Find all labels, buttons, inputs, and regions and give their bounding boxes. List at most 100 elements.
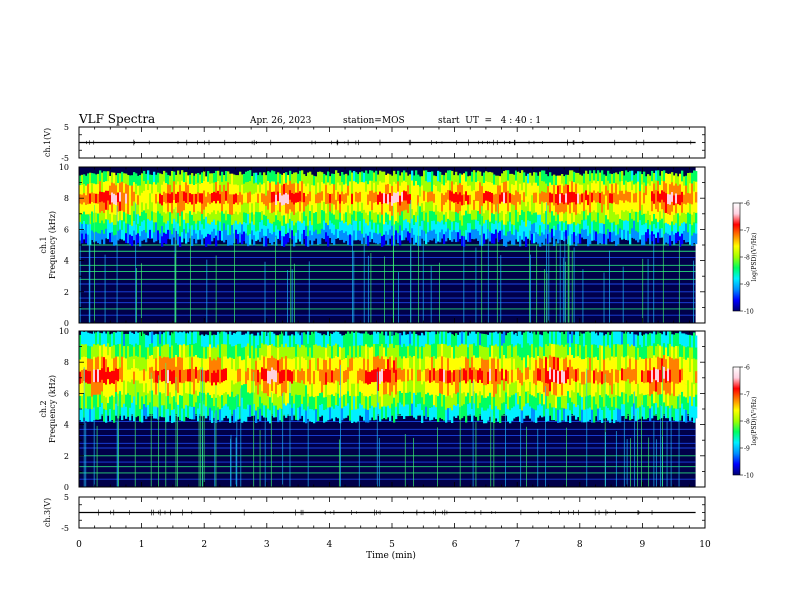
ch3-waveform-y-axis-label: ch.3(V) bbox=[43, 498, 52, 527]
ch2-spectrogram-cell bbox=[579, 395, 582, 409]
ch1-spectrogram-cell bbox=[427, 221, 430, 233]
ch2-spectrogram-cell bbox=[301, 344, 304, 357]
ch1-spectrogram-cell bbox=[187, 184, 190, 195]
ch2-spectrogram-cell bbox=[123, 403, 126, 416]
ch2-spectrogram-cell bbox=[355, 396, 358, 410]
ch2-spectrogram-cell bbox=[625, 393, 628, 407]
ch1-spectrogram-cell bbox=[585, 199, 588, 210]
ch1-spectrogram-cell bbox=[209, 213, 212, 225]
ch2-spectrogram-cell bbox=[673, 395, 676, 409]
ch1-spectrogram-cell bbox=[195, 183, 198, 194]
ch1-spectrogram-cell bbox=[345, 231, 348, 241]
ch2-spectrogram-cell bbox=[393, 335, 396, 348]
ch2-spectrogram-cell bbox=[523, 406, 526, 419]
ch1-spectrogram-cell bbox=[109, 194, 112, 205]
ch1-spectrogram-cell bbox=[655, 170, 658, 181]
ch1-waveform-y-tick-label: 5 bbox=[64, 123, 69, 132]
ch2-spectrogram-cell bbox=[241, 347, 244, 361]
ch1-spectrogram-cell bbox=[237, 214, 240, 225]
ch2-spectrogram-cell bbox=[557, 396, 560, 410]
ch1-spectrogram-cell bbox=[401, 201, 404, 212]
ch1-spectrogram-cell bbox=[689, 203, 692, 214]
ch1-spectrogram-cell bbox=[139, 205, 142, 216]
ch1-spectrogram-cell bbox=[197, 201, 200, 212]
ch1-spectrogram-cell bbox=[357, 230, 360, 240]
ch1-spectrogram-cell bbox=[457, 222, 460, 233]
ch1-spectrogram-cell bbox=[519, 204, 522, 216]
ch1-spectrogram-cell bbox=[95, 174, 98, 185]
ch1-spectrogram-cell bbox=[561, 202, 564, 212]
ch2-spectrogram-cell bbox=[257, 357, 260, 370]
ch1-spectrogram-cell bbox=[469, 175, 472, 186]
ch2-spectrogram-cell bbox=[379, 345, 382, 359]
ch2-spectrogram-cell bbox=[117, 368, 120, 382]
ch2-spectrogram-cell bbox=[385, 368, 388, 382]
ch1-spectrogram-cell bbox=[409, 213, 412, 224]
ch2-spectrogram-cell bbox=[309, 384, 312, 397]
ch2-spectrogram-cell bbox=[399, 367, 402, 380]
ch2-spectrogram-cell bbox=[109, 334, 112, 347]
ch1-spectrogram-cell bbox=[659, 175, 662, 185]
ch1-spectrogram-cell bbox=[281, 215, 284, 226]
ch1-spectrogram-cell bbox=[453, 193, 456, 203]
ch1-spectrogram-cell bbox=[373, 202, 376, 213]
ch1-spectrogram-cell bbox=[545, 229, 548, 239]
ch1-spectrogram-cell bbox=[679, 225, 682, 237]
ch1-spectrogram-cell bbox=[193, 175, 196, 185]
ch2-spectrogram-cell bbox=[409, 403, 412, 416]
ch2-spectrogram-cell bbox=[691, 382, 694, 395]
ch2-spectrogram-cell bbox=[419, 369, 422, 381]
ch1-spectrogram-cell bbox=[247, 181, 250, 193]
ch2-spectrogram-cell bbox=[577, 368, 580, 381]
ch2-spectrogram-cell bbox=[275, 358, 278, 371]
ch2-spectrogram-cell bbox=[333, 332, 336, 346]
ch1-spectrogram-cell bbox=[259, 201, 262, 213]
ch2-spectrogram-cell bbox=[159, 391, 162, 405]
ch1-spectrogram-cell bbox=[577, 233, 580, 244]
ch2-spectrogram-cell bbox=[133, 333, 136, 347]
ch2-spectrogram-cell bbox=[589, 345, 592, 358]
ch1-spectrogram-cell bbox=[159, 203, 162, 214]
ch1-spectrogram-cell bbox=[465, 210, 468, 221]
ch2-spectrogram-cell bbox=[403, 343, 406, 357]
ch2-spectrogram-cell bbox=[507, 345, 510, 359]
ch3-waveform-y-tick-label: -5 bbox=[61, 524, 69, 533]
ch2-spectrogram-cell bbox=[167, 369, 170, 384]
ch1-spectrogram-cell bbox=[491, 182, 494, 193]
ch2-spectrogram-cell bbox=[633, 357, 636, 369]
ch2-spectrogram-cell bbox=[199, 346, 202, 359]
ch2-spectrogram-cell bbox=[465, 370, 468, 384]
ch2-spectrogram-cell bbox=[315, 331, 318, 345]
ch2-spectrogram-cell bbox=[315, 356, 318, 371]
ch2-spectrogram-cell bbox=[595, 392, 598, 405]
ch1-spectrogram-cell bbox=[95, 202, 98, 213]
ch1-spectrogram-cell bbox=[575, 172, 578, 184]
ch1-spectrogram-cell bbox=[365, 233, 368, 245]
ch1-spectrogram-cell bbox=[111, 182, 114, 193]
ch1-spectrogram-cell bbox=[215, 203, 218, 215]
ch2-spectrogram-cell bbox=[265, 392, 268, 406]
ch2-spectrogram-cell bbox=[327, 369, 330, 383]
ch2-spectrogram-cell bbox=[595, 344, 598, 357]
ch2-spectrogram-cell bbox=[173, 331, 176, 345]
ch2-spectrogram-cell bbox=[465, 344, 468, 358]
ch2-spectrogram-cell bbox=[341, 359, 344, 373]
ch1-spectrogram-cell bbox=[299, 170, 302, 182]
ch2-spectrogram-cell bbox=[151, 390, 154, 403]
ch1-spectrogram-cell bbox=[453, 211, 456, 221]
ch1-spectrogram-cell bbox=[337, 172, 340, 183]
ch2-spectrogram-cell bbox=[665, 370, 668, 383]
ch1-spectrogram-cell bbox=[435, 185, 438, 196]
ch1-spectrogram-cell bbox=[353, 210, 356, 221]
ch1-spectrogram-cell bbox=[403, 170, 406, 181]
ch2-spectrogram-cell bbox=[649, 345, 652, 359]
ch1-spectrogram-cell bbox=[399, 195, 402, 206]
ch2-spectrogram-cell bbox=[281, 356, 284, 371]
ch1-spectrogram-cell bbox=[573, 221, 576, 233]
ch2-spectrogram-cell bbox=[289, 358, 292, 371]
ch1-spectrogram-cell bbox=[613, 202, 616, 213]
ch2-spectrogram-cell bbox=[123, 368, 126, 381]
ch2-spectrogram-cell bbox=[485, 334, 488, 348]
ch1-spectrogram-cell bbox=[483, 233, 486, 244]
ch2-spectrogram-cell bbox=[91, 371, 94, 385]
